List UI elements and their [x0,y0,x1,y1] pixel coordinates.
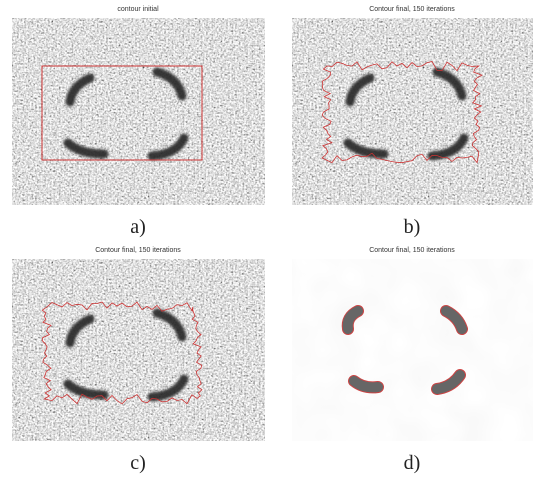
panel-caption: d) [404,452,421,474]
panel-title: Contour final, 150 iterations [369,247,455,254]
image-panel [12,259,265,441]
panel-caption: c) [130,452,146,474]
figure: contour initial Contour final, 150 itera… [0,0,543,479]
image-panel [12,18,265,205]
noise-image [12,259,265,441]
panel-caption: b) [404,216,421,238]
noise-image [12,18,265,205]
image-panel [292,18,533,205]
panel-title: Contour final, 150 iterations [95,247,181,254]
panel-title: Contour final, 150 iterations [369,6,455,13]
smooth-image [292,259,533,441]
noise-image [292,18,533,205]
panel-title: contour initial [117,6,159,13]
image-panel [292,259,533,441]
panel-caption: a) [130,216,146,238]
